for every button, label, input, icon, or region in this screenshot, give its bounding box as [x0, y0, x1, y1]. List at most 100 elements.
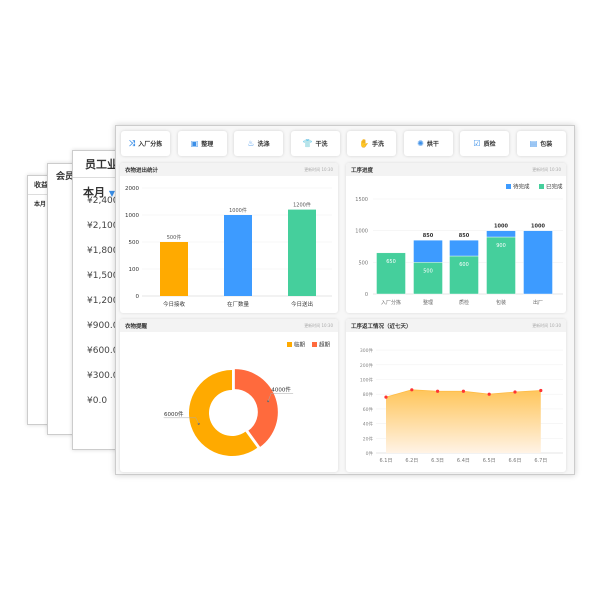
- y-tick-label: ¥600.0: [87, 346, 119, 356]
- dryer-icon: ✺: [417, 139, 424, 148]
- total-label: 850: [459, 233, 470, 239]
- area-fill: [386, 389, 541, 453]
- y-tick-label: 2000: [125, 186, 139, 192]
- label-line: [163, 417, 199, 424]
- wash-icon: ♨: [247, 139, 255, 148]
- update-time: 更新时间 10:30: [304, 322, 333, 328]
- toolbar-button-0[interactable]: ⤨ 入厂分拣: [121, 131, 170, 156]
- x-tick-label: 整理: [423, 299, 433, 306]
- bar-已完成: [413, 262, 443, 295]
- toolbar-button-7[interactable]: ▤ 包装: [516, 131, 566, 156]
- label-line: [267, 393, 294, 402]
- data-label: 500件: [167, 234, 182, 241]
- label-dot: [267, 400, 270, 403]
- card-process-progress: 工序进度 更新时间 10:30 0 500 1000 1500 650 入厂分拣 500 850…: [346, 163, 566, 313]
- panel-title: 员工业: [73, 151, 131, 178]
- period-select[interactable]: 本月 ▼: [73, 178, 131, 206]
- total-label: 850: [423, 233, 434, 239]
- bar-已完成: [376, 252, 406, 295]
- legend-swatch: [539, 184, 544, 189]
- card-title: 衣物提醒: [125, 323, 148, 330]
- data-point: [539, 388, 543, 393]
- toolbar-button-label: 整理: [201, 141, 214, 148]
- toolbar-button-4[interactable]: ✋ 手洗: [347, 131, 396, 156]
- data-point: [513, 390, 517, 394]
- data-label: 600: [459, 262, 469, 268]
- legend-swatch: [506, 184, 511, 189]
- legend-label: 待完成: [513, 183, 530, 191]
- update-time: 更新时间 10:30: [532, 322, 561, 328]
- card-rework: 工序返工情况（近七天） 更新时间 10:30 0件 20件 40件 60件 80件 100件…: [346, 319, 566, 472]
- x-tick-label: 入厂分拣: [381, 299, 401, 306]
- bar-0: [160, 242, 188, 296]
- caret-down-icon: ▼: [108, 189, 115, 198]
- x-tick-label: 6.3日: [431, 458, 444, 464]
- period-select[interactable]: 本月: [34, 201, 47, 208]
- x-tick-label: 在厂数量: [227, 300, 250, 308]
- process-progress-chart: 0 500 1000 1500 650 入厂分拣 500 850 整理 600 850 质检 900 10…: [355, 183, 563, 307]
- bar-待完成: [449, 239, 479, 257]
- toolbar-button-1[interactable]: ▣ 整理: [177, 131, 227, 156]
- update-time: 更新时间 10:30: [532, 166, 561, 172]
- bar-1: [224, 215, 252, 296]
- x-tick-label: 6.2日: [405, 458, 418, 464]
- y-tick-label: 0: [365, 292, 368, 298]
- y-tick-label: 0件: [366, 450, 374, 457]
- y-tick-label: 1500: [355, 197, 368, 203]
- dashboard-window: ⤨ 入厂分拣 ▣ 整理 ♨ 洗涤 👕 干洗 ✋ 手洗 ✺ 烘干 ☑ 质检 ▤ 包装 衣物进出统计 更新时间 10…: [115, 125, 575, 475]
- y-tick-label: ¥900.0: [87, 321, 119, 331]
- x-tick-label: 出厂: [533, 299, 543, 306]
- card-title: 工序返工情况（近七天）: [351, 323, 412, 330]
- toolbar-button-label: 手洗: [371, 141, 384, 148]
- toolbar-button-2[interactable]: ♨ 洗涤: [234, 131, 283, 156]
- legend-swatch: [287, 342, 292, 347]
- bar-待完成: [523, 230, 553, 295]
- card-title: 工序进度: [351, 167, 374, 174]
- panel-title: 会员: [56, 172, 75, 182]
- toolbar-button-5[interactable]: ✺ 烘干: [403, 131, 453, 156]
- toolbar-button-3[interactable]: 👕 干洗: [290, 131, 340, 156]
- x-tick-label: 6.4日: [457, 458, 470, 464]
- card-clothes-reminder: 衣物提醒 更新时间 10:30 4000件 6000件 临期 超期: [120, 319, 338, 472]
- x-tick-label: 包装: [496, 299, 506, 306]
- clothes-reminder-chart: 4000件 6000件 临期 超期: [163, 341, 331, 456]
- total-label: 1000: [531, 224, 545, 230]
- label-dot: [197, 422, 200, 425]
- data-label: 500: [423, 268, 433, 274]
- data-label: 900: [496, 243, 506, 249]
- data-point: [487, 392, 491, 396]
- x-tick-label: 6.6日: [509, 458, 522, 464]
- y-tick-label: 100件: [360, 377, 374, 384]
- inspect-icon: ☑: [473, 139, 481, 148]
- y-tick-label: ¥1,200.0: [87, 296, 128, 306]
- toolbar-button-label: 干洗: [315, 141, 328, 148]
- bar-待完成: [486, 230, 516, 238]
- donut-slice-临期: [189, 370, 258, 456]
- hand-wash-icon: ✋: [359, 139, 369, 148]
- box-icon: ▣: [190, 139, 199, 148]
- y-tick-label: ¥2,400.0: [87, 196, 128, 206]
- donut-slice-超期: [234, 369, 278, 447]
- data-point: [461, 389, 465, 393]
- y-tick-label: 0: [136, 294, 140, 300]
- toolbar-button-label: 质检: [483, 141, 496, 148]
- y-tick-label: 500: [129, 240, 140, 246]
- shuffle-icon: ⤨: [128, 138, 136, 148]
- toolbar-button-6[interactable]: ☑ 质检: [460, 131, 509, 156]
- y-tick-label: 500: [358, 260, 368, 266]
- y-tick-label: 1000: [125, 213, 139, 219]
- y-tick-label: ¥1,800.0: [87, 246, 128, 256]
- y-tick-label: 60件: [363, 406, 374, 413]
- y-tick-label: ¥0.0: [87, 396, 108, 406]
- x-tick-label: 6.1日: [380, 458, 393, 464]
- toolbar-button-label: 洗涤: [257, 141, 270, 148]
- bar-待完成: [413, 239, 443, 263]
- x-tick-label: 今日送出: [291, 300, 313, 308]
- package-icon: ▤: [529, 139, 538, 148]
- y-tick-label: 300件: [360, 347, 374, 354]
- y-tick-label: ¥1,500.0: [87, 271, 128, 281]
- rework-chart: 0件 20件 40件 60件 80件 100件 200件 300件 6.1日 6.2日 6.3日 6.…: [360, 347, 563, 464]
- legend-label: 已完成: [546, 183, 563, 191]
- toolbar-button-label: 烘干: [426, 141, 439, 148]
